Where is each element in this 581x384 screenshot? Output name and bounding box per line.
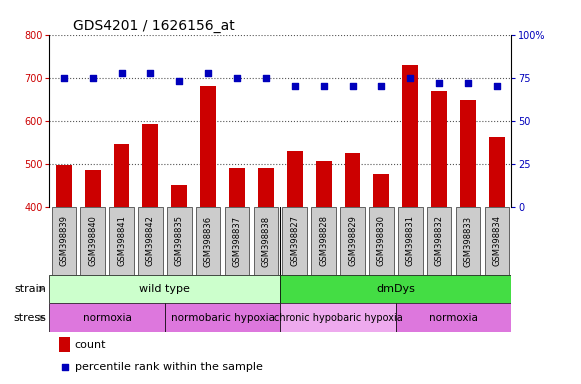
Bar	[80, 207, 105, 275]
Bar	[254, 207, 278, 275]
Bar	[315, 161, 332, 207]
Bar	[311, 207, 336, 275]
Bar	[138, 207, 163, 275]
Text: GSM398837: GSM398837	[232, 215, 242, 266]
Bar	[52, 207, 76, 275]
Bar	[225, 207, 249, 275]
Bar	[165, 303, 281, 332]
Text: GSM398832: GSM398832	[435, 215, 444, 266]
Point	[348, 83, 357, 89]
Bar	[489, 137, 505, 207]
Text: normoxia: normoxia	[83, 313, 131, 323]
Bar	[114, 144, 130, 207]
Text: percentile rank within the sample: percentile rank within the sample	[75, 362, 263, 372]
Text: GSM398829: GSM398829	[348, 215, 357, 266]
Text: GSM398842: GSM398842	[146, 215, 155, 266]
Point	[319, 83, 328, 89]
Text: stress: stress	[13, 313, 46, 323]
Bar	[56, 166, 72, 207]
Text: strain: strain	[15, 284, 46, 294]
Bar	[369, 207, 394, 275]
Bar	[402, 65, 418, 207]
Point	[146, 70, 155, 76]
Bar	[398, 207, 422, 275]
Text: GSM398834: GSM398834	[492, 215, 501, 266]
Bar	[229, 168, 245, 207]
Bar	[460, 100, 476, 207]
Bar	[282, 207, 307, 275]
Point	[290, 83, 299, 89]
Bar	[200, 86, 216, 207]
Bar	[431, 91, 447, 207]
Text: normobaric hypoxia: normobaric hypoxia	[171, 313, 275, 323]
Bar	[109, 207, 134, 275]
Bar	[49, 303, 165, 332]
Point	[88, 74, 98, 81]
Point	[406, 74, 415, 81]
Point	[492, 83, 501, 89]
Text: GSM398841: GSM398841	[117, 215, 126, 266]
Bar	[85, 170, 101, 207]
Text: GSM398839: GSM398839	[59, 215, 69, 266]
Text: wild type: wild type	[139, 284, 191, 294]
Point	[376, 83, 386, 89]
Text: GSM398835: GSM398835	[175, 215, 184, 266]
Bar	[374, 174, 389, 207]
Bar	[396, 303, 511, 332]
Bar	[49, 275, 281, 303]
Bar	[142, 124, 159, 207]
Text: GSM398830: GSM398830	[377, 215, 386, 266]
Point	[203, 70, 213, 76]
Point	[414, 263, 424, 269]
Bar	[427, 207, 451, 275]
Text: chronic hypobaric hypoxia: chronic hypobaric hypoxia	[274, 313, 403, 323]
Point	[261, 74, 271, 81]
Bar	[287, 151, 303, 207]
Text: count: count	[75, 339, 106, 349]
Point	[117, 70, 126, 76]
Bar	[485, 207, 509, 275]
Bar	[167, 207, 192, 275]
Bar	[340, 207, 365, 275]
Point	[463, 80, 472, 86]
Bar	[280, 275, 511, 303]
Bar	[280, 303, 396, 332]
Text: GSM398831: GSM398831	[406, 215, 415, 266]
Text: GSM398840: GSM398840	[88, 215, 97, 266]
Bar	[196, 207, 220, 275]
Bar	[171, 185, 187, 207]
Text: GDS4201 / 1626156_at: GDS4201 / 1626156_at	[73, 19, 234, 33]
Bar	[258, 167, 274, 207]
Point	[175, 78, 184, 84]
Text: dmDys: dmDys	[376, 284, 415, 294]
Text: GSM398838: GSM398838	[261, 215, 270, 266]
Bar	[345, 153, 360, 207]
Bar	[59, 336, 70, 352]
Point	[59, 74, 69, 81]
Text: GSM398836: GSM398836	[204, 215, 213, 266]
Text: GSM398833: GSM398833	[464, 215, 472, 266]
Point	[232, 74, 242, 81]
Text: normoxia: normoxia	[429, 313, 478, 323]
Point	[435, 80, 444, 86]
Text: GSM398828: GSM398828	[319, 215, 328, 266]
Bar	[456, 207, 480, 275]
Text: GSM398827: GSM398827	[290, 215, 299, 266]
